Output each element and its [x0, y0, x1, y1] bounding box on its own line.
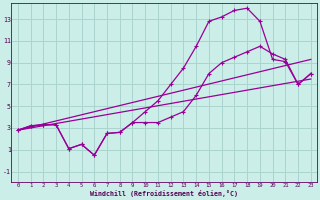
X-axis label: Windchill (Refroidissement éolien,°C): Windchill (Refroidissement éolien,°C): [90, 190, 238, 197]
